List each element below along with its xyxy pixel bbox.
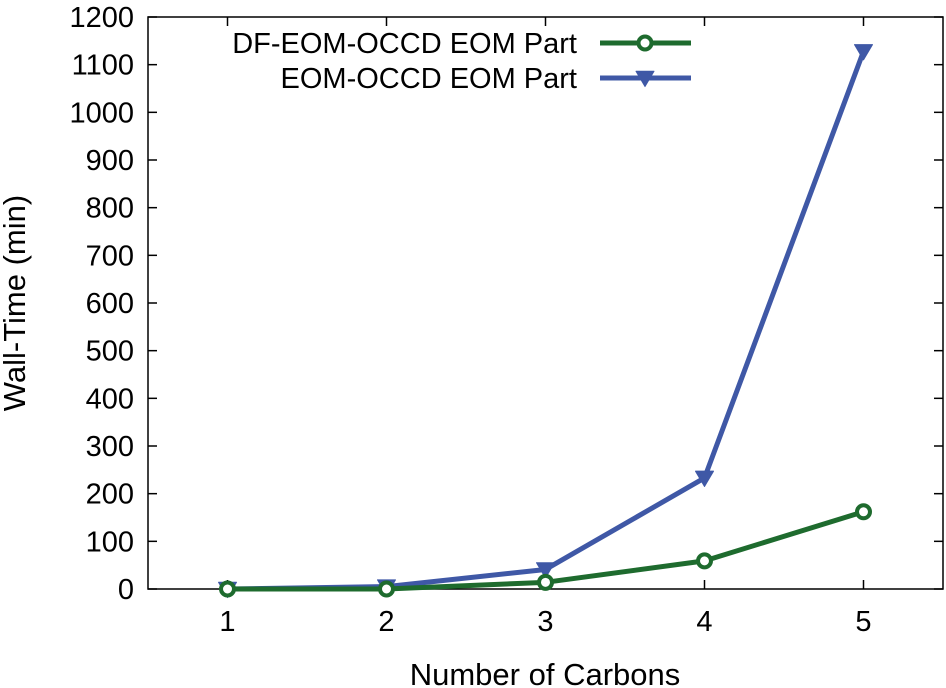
x-axis-label: Number of Carbons <box>410 657 681 688</box>
y-tick-label: 300 <box>86 431 134 463</box>
y-axis-label: Wall-Time (min) <box>0 195 32 411</box>
y-tick-label: 600 <box>86 288 134 320</box>
y-tick-label: 1000 <box>69 97 134 129</box>
legend-label: DF-EOM-OCCD EOM Part <box>232 28 577 60</box>
legend-label: EOM-OCCD EOM Part <box>281 63 577 95</box>
data-point-circle <box>378 580 395 598</box>
y-tick-label: 800 <box>86 193 134 225</box>
data-point-triangle <box>635 70 655 88</box>
x-tick-label: 3 <box>537 606 553 638</box>
data-point-circle <box>537 573 554 591</box>
plot-frame <box>147 16 944 590</box>
axis-ticks: 0 100 200 300 400 500 600 700 800 900 1000 1100 1200… <box>69 2 943 638</box>
data-point-circle <box>636 34 654 52</box>
data-point-triangle <box>695 470 714 487</box>
x-tick-label: 2 <box>378 606 394 638</box>
y-tick-label: 900 <box>86 145 134 177</box>
y-tick-label: 500 <box>86 336 134 368</box>
y-tick-label: 0 <box>118 574 134 606</box>
series-layer <box>218 44 873 599</box>
y-tick-label: 1200 <box>69 2 134 34</box>
data-point-triangle <box>854 44 873 61</box>
series-2 <box>218 44 873 599</box>
data-point-triangle <box>536 562 555 579</box>
y-tick-label: 100 <box>86 526 134 558</box>
data-point-circle <box>855 503 872 521</box>
y-tick-label: 1100 <box>72 50 134 82</box>
y-tick-label: 200 <box>86 479 134 511</box>
y-tick-label: 400 <box>86 383 134 415</box>
x-tick-label: 1 <box>219 606 235 638</box>
series-1 <box>219 503 872 598</box>
y-tick-label: 700 <box>86 240 134 272</box>
x-tick-label: 5 <box>855 606 871 638</box>
data-point-circle <box>696 552 713 570</box>
data-point-circle <box>219 580 236 598</box>
x-tick-label: 4 <box>696 606 712 638</box>
series-line <box>225 48 866 592</box>
